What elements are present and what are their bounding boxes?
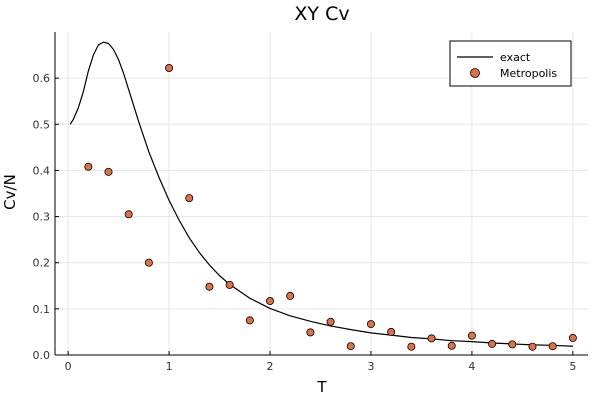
- exact-line: [69, 41, 573, 347]
- y-tick-label: 0.2: [33, 257, 51, 270]
- metropolis-point: [548, 342, 557, 351]
- metropolis-point: [205, 282, 214, 291]
- axes: 0 1 2 3 4 5 0.0 0.1 0.2 0.3 0.4 0.5 0.6: [33, 32, 588, 373]
- x-tick-label: 0: [65, 360, 72, 373]
- metropolis-point: [185, 194, 194, 203]
- metropolis-point: [568, 333, 577, 342]
- metropolis-point: [366, 320, 375, 329]
- metropolis-point: [508, 340, 517, 349]
- metropolis-point: [286, 291, 295, 300]
- metropolis-point: [124, 210, 133, 219]
- metropolis-point: [104, 167, 113, 176]
- metropolis-point: [266, 297, 275, 306]
- series-layer: [69, 41, 577, 351]
- metropolis-point: [165, 63, 174, 72]
- legend-metropolis-swatch: [470, 68, 480, 78]
- x-tick-label: 5: [569, 360, 576, 373]
- x-tick-label: 1: [166, 360, 173, 373]
- x-axis-label: T: [316, 378, 327, 396]
- y-tick-label: 0.1: [33, 303, 51, 316]
- y-tick-label: 0.5: [33, 118, 51, 131]
- metropolis-point: [346, 342, 355, 351]
- metropolis-point: [488, 339, 497, 348]
- y-axis-label: Cv/N: [1, 174, 19, 210]
- metropolis-point: [447, 341, 456, 350]
- metropolis-point: [225, 280, 234, 289]
- metropolis-point: [245, 316, 254, 325]
- x-tick-label: 3: [367, 360, 374, 373]
- metropolis-point: [306, 328, 315, 337]
- metropolis-point: [467, 331, 476, 340]
- x-tick-label: 4: [468, 360, 475, 373]
- metropolis-point: [528, 342, 537, 351]
- legend-metropolis-label: Metropolis: [500, 67, 557, 80]
- metropolis-point: [84, 162, 93, 171]
- y-tick-label: 0.3: [33, 211, 51, 224]
- metropolis-point: [407, 342, 416, 351]
- legend-exact-label: exact: [500, 51, 531, 64]
- y-tick-label: 0.6: [33, 72, 51, 85]
- y-tick-label: 0.4: [33, 164, 51, 177]
- chart-title: XY Cv: [294, 3, 349, 25]
- legend: exact Metropolis: [449, 40, 572, 87]
- metropolis-point: [326, 317, 335, 326]
- x-tick-label: 2: [267, 360, 274, 373]
- metropolis-point: [144, 258, 153, 267]
- y-tick-label: 0.0: [33, 349, 51, 362]
- metropolis-point: [427, 334, 436, 343]
- metropolis-point: [387, 327, 396, 336]
- legend-box: [449, 40, 572, 87]
